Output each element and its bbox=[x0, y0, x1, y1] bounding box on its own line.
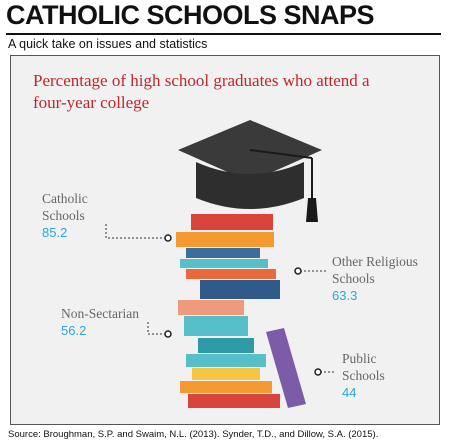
connector-non-sectarian bbox=[147, 322, 165, 335]
book bbox=[192, 368, 260, 380]
book bbox=[186, 248, 260, 258]
book bbox=[191, 214, 273, 230]
label-line: Non-Sectarian bbox=[61, 306, 139, 321]
connectors bbox=[105, 224, 336, 373]
book bbox=[180, 259, 268, 268]
value-other-religious-schools: 63.3 bbox=[332, 288, 358, 303]
connector-dot bbox=[164, 234, 172, 242]
label-line: Schools bbox=[42, 208, 85, 223]
book bbox=[178, 300, 244, 315]
value-public-schools: 44 bbox=[342, 385, 357, 400]
connector-dots bbox=[164, 234, 322, 376]
label-public-schools: Public Schools 44 bbox=[342, 350, 385, 401]
leaning-book bbox=[266, 328, 306, 408]
book bbox=[186, 354, 266, 367]
cap-base bbox=[196, 162, 304, 209]
connector-dot bbox=[164, 330, 172, 338]
book bbox=[188, 394, 280, 408]
label-line: Schools bbox=[342, 368, 385, 383]
label-other-religious-schools: Other Religious Schools 63.3 bbox=[332, 253, 418, 304]
label-line: Other Religious bbox=[332, 254, 418, 269]
label-line: Public bbox=[342, 351, 377, 366]
page-title: CATHOLIC SCHOOLS SNAPS bbox=[6, 0, 375, 30]
graduation-cap-icon bbox=[178, 120, 322, 222]
connector-catholic bbox=[105, 224, 165, 239]
book bbox=[186, 269, 276, 279]
tassel-cord bbox=[249, 149, 313, 159]
value-catholic-schools: 85.2 bbox=[42, 225, 68, 240]
label-non-sectarian: Non-Sectarian 56.2 bbox=[61, 305, 139, 339]
book-stack bbox=[176, 214, 306, 408]
label-line: Schools bbox=[332, 271, 375, 286]
book bbox=[200, 280, 280, 299]
connector-dot bbox=[294, 267, 302, 275]
chart-title: Percentage of high school graduates who … bbox=[33, 71, 370, 112]
book bbox=[184, 316, 248, 336]
label-catholic-schools: Catholic Schools 85.2 bbox=[42, 190, 88, 241]
page-subtitle: A quick take on issues and statistics bbox=[8, 37, 208, 51]
source-note: Source: Broughman, S.P. and Swaim, N.L. … bbox=[8, 429, 379, 440]
connector-dot bbox=[314, 368, 322, 376]
header-divider bbox=[6, 33, 441, 35]
book bbox=[176, 232, 274, 247]
label-line: Catholic bbox=[42, 191, 88, 206]
book bbox=[198, 338, 254, 353]
tassel-end bbox=[306, 198, 318, 222]
book bbox=[180, 381, 272, 393]
value-non-sectarian: 56.2 bbox=[61, 323, 87, 338]
